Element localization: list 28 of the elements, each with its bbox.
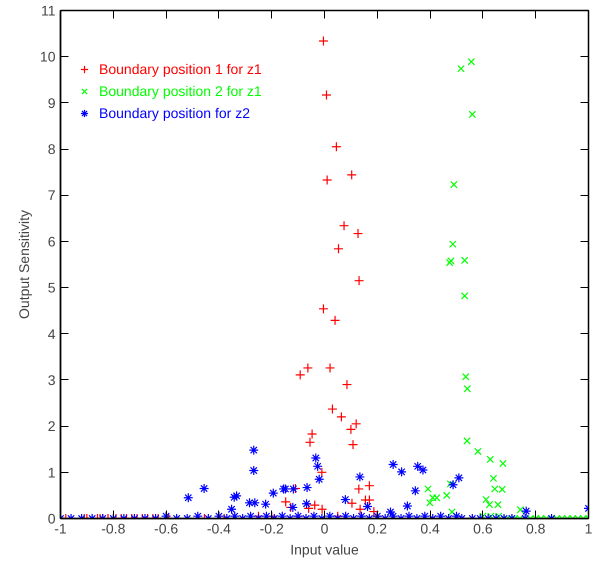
y-tick-label: 10 (40, 48, 56, 65)
y-tick-label: 5 (48, 280, 56, 296)
y-tick-label: 1 (48, 464, 56, 480)
x-axis-title: Input value (290, 542, 359, 558)
legend-label: Boundary position for z2 (99, 104, 250, 122)
x-tick-label: 0.8 (526, 520, 546, 536)
y-tick-label: 7 (48, 187, 56, 204)
y-tick-label: 11 (40, 2, 56, 18)
x-tick-label: -0.6 (154, 520, 178, 536)
y-tick-label: 9 (48, 94, 56, 111)
y-tick-label: 8 (48, 141, 56, 158)
x-tick-label: 0 (320, 520, 329, 536)
y-tick-label: 4 (48, 326, 56, 342)
legend-label: Boundary position 1 for z1 (99, 60, 262, 78)
x-tick-label: 0.2 (368, 520, 388, 536)
x-tick-label: -1 (54, 520, 67, 536)
x-tick-label: -0.8 (101, 520, 126, 536)
y-tick-label: 6 (48, 233, 56, 250)
x-tick-label: 0.4 (420, 520, 440, 536)
y-axis-title: Output Sensitivity (16, 210, 32, 319)
y-tick-label: 2 (48, 418, 56, 434)
y-tick-label: 3 (48, 372, 56, 388)
x-tick-label: -0.4 (206, 520, 232, 536)
x-tick-label: 0.6 (473, 520, 493, 536)
y-tick-label: 0 (48, 510, 56, 526)
legend-label: Boundary position 2 for z1 (99, 82, 262, 100)
x-tick-label: -0.2 (260, 520, 284, 536)
x-tick-label: 1 (584, 520, 593, 536)
